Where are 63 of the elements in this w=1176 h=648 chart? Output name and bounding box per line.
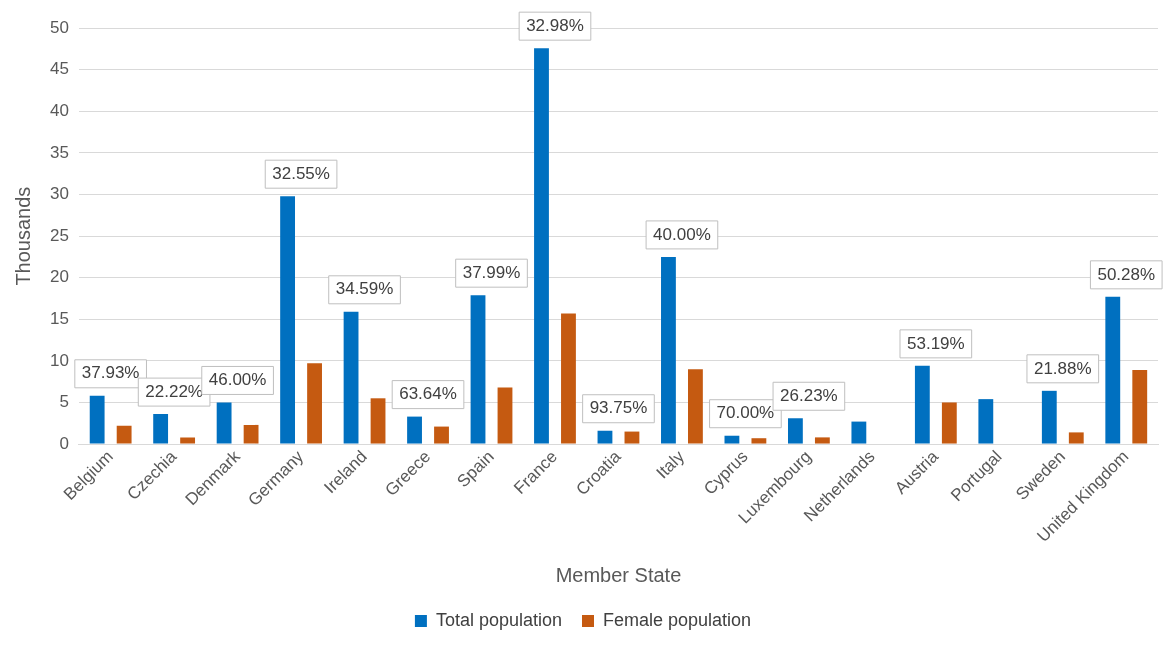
bar	[1132, 370, 1148, 444]
bar	[688, 369, 703, 444]
legend-label: Total population	[435, 609, 563, 630]
x-axis-title: Member State	[555, 563, 682, 586]
annotation: 70.00%	[716, 403, 775, 423]
annotation: 93.75%	[589, 398, 648, 418]
annotation: 22.22%	[145, 381, 203, 401]
bar	[280, 196, 296, 444]
y-tick-label: 15	[49, 308, 69, 328]
annotation: 26.23%	[780, 385, 838, 405]
bar	[153, 414, 169, 444]
y-tick-label: 10	[49, 350, 69, 370]
bar	[434, 426, 449, 444]
bar	[851, 421, 867, 444]
bar	[814, 437, 830, 444]
y-tick-label: 25	[49, 225, 69, 245]
bar	[216, 402, 232, 444]
bar	[370, 398, 386, 444]
x-tick-label: Italy	[652, 446, 689, 483]
bar	[116, 425, 132, 444]
bar	[470, 295, 486, 444]
annotation: 32.98%	[526, 15, 584, 35]
bar	[661, 256, 676, 444]
y-tick-label: 5	[59, 392, 69, 412]
annotation: 46.00%	[208, 370, 267, 390]
annotation: 34.59%	[335, 279, 394, 299]
bar	[307, 363, 322, 444]
bar	[343, 311, 359, 444]
bar	[561, 313, 576, 444]
y-tick-label: 45	[49, 59, 69, 79]
bar	[624, 431, 640, 444]
annotation: 40.00%	[653, 224, 711, 244]
annotation: 63.64%	[399, 384, 457, 404]
bar	[534, 48, 549, 444]
bar	[597, 430, 613, 444]
bar	[724, 435, 740, 444]
bar	[914, 365, 930, 444]
bar	[1068, 432, 1084, 444]
y-tick-label: 35	[49, 142, 69, 162]
annotation: 50.28%	[1097, 264, 1156, 284]
bar	[497, 387, 513, 444]
bar	[1041, 390, 1057, 444]
bar	[751, 438, 767, 444]
bar	[89, 395, 105, 444]
bar	[941, 402, 957, 444]
y-tick-label: 40	[49, 101, 69, 121]
y-tick-label: 50	[49, 17, 69, 37]
y-tick-label: 20	[49, 267, 69, 287]
y-tick-label: 30	[49, 184, 69, 204]
y-axis-title: Thousands	[11, 186, 34, 286]
bar	[180, 437, 196, 444]
legend-label: Female population	[603, 609, 752, 630]
bar	[787, 418, 803, 444]
bar	[407, 416, 422, 444]
annotation: 37.93%	[81, 363, 140, 383]
bar	[978, 399, 994, 444]
annotation: 37.99%	[462, 262, 521, 282]
y-tick-label: 0	[59, 433, 69, 453]
annotation: 21.88%	[1033, 358, 1092, 378]
bar	[243, 424, 259, 444]
bar	[1105, 296, 1121, 444]
annotation: 32.55%	[272, 163, 330, 183]
annotation: 53.19%	[907, 333, 965, 353]
